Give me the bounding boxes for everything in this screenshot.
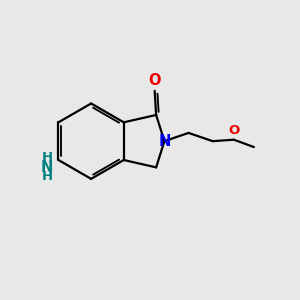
Text: H: H (42, 151, 53, 164)
Text: O: O (148, 74, 161, 88)
Text: N: N (158, 134, 171, 149)
Text: O: O (228, 124, 239, 137)
Text: N: N (41, 160, 53, 175)
Text: H: H (42, 170, 53, 183)
